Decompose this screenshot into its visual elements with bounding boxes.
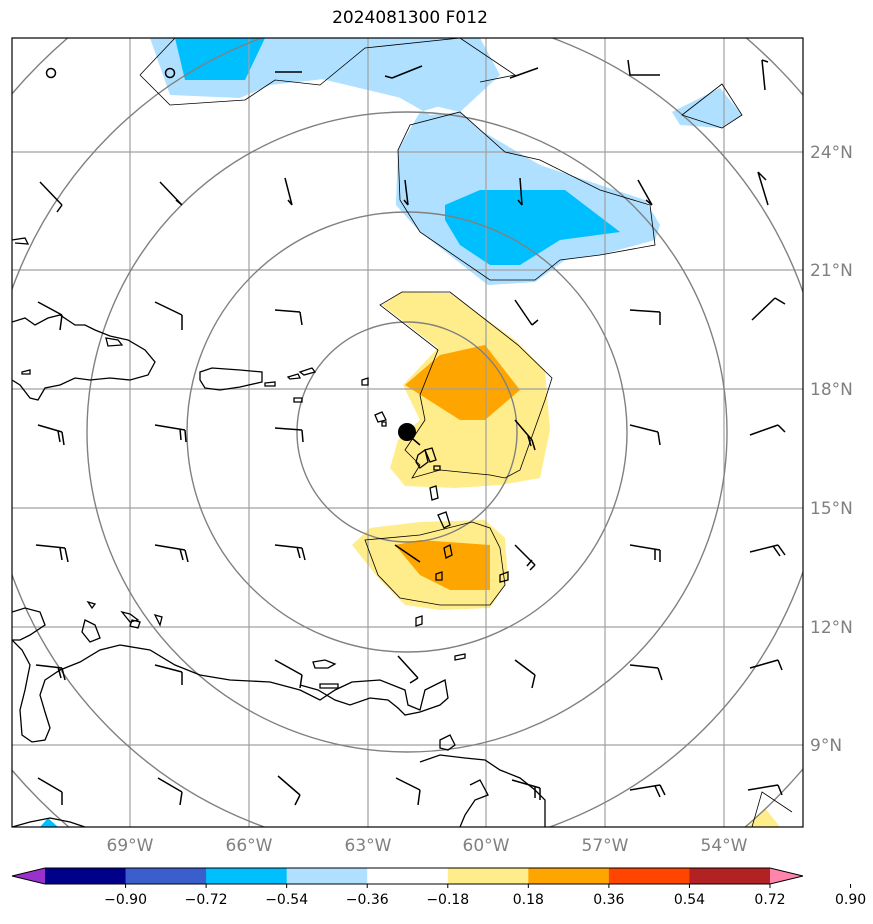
map-title: 2024081300 F012: [332, 8, 488, 28]
calm-wind-marker: [164, 67, 176, 79]
colorbar-outline: [11, 867, 804, 885]
colorbar-tick-label: 0.18: [513, 892, 544, 908]
lon-tick-label: 63°W: [345, 836, 392, 856]
colorbar-tick-label: −0.18: [426, 892, 469, 908]
lat-tick-label: 21°N: [810, 261, 853, 281]
lat-tick-labels: 24°N 21°N 18°N 15°N 12°N 9°N: [810, 143, 853, 756]
coastlines: [12, 237, 546, 827]
lon-tick-label: 54°W: [701, 836, 748, 856]
colorbar-extend-high: [770, 868, 803, 884]
lat-tick-label: 24°N: [810, 143, 853, 163]
calm-wind-marker: [45, 67, 57, 79]
lon-tick-label: 66°W: [226, 836, 273, 856]
colorbar-segment: [608, 868, 690, 884]
lon-tick-label: 57°W: [582, 836, 629, 856]
colorbar-tick-label: 0.54: [674, 892, 705, 908]
wind-barbs: [35, 59, 786, 806]
colorbar-segment: [689, 868, 771, 884]
lat-tick-label: 9°N: [810, 736, 842, 756]
positive-anomaly-center: [382, 292, 550, 488]
colorbar-tick-label: −0.90: [104, 892, 147, 908]
positive-anomaly-south: [40, 520, 780, 827]
colorbar-segment: [367, 868, 449, 884]
colorbar-tick-label: −0.54: [265, 892, 308, 908]
lon-tick-labels: 69°W 66°W 63°W 60°W 57°W 54°W: [107, 836, 748, 856]
colorbar-segment: [125, 868, 207, 884]
colorbar-extend-low: [12, 868, 45, 884]
lat-tick-label: 18°N: [810, 380, 853, 400]
colorbar-segment: [206, 868, 288, 884]
colorbar-tick-label: 0.36: [593, 892, 624, 908]
colorbar-segment: [286, 868, 368, 884]
lat-tick-label: 12°N: [810, 618, 853, 638]
lon-tick-label: 69°W: [107, 836, 154, 856]
lon-tick-label: 60°W: [463, 836, 510, 856]
colorbar-segment: [45, 868, 127, 884]
colorbar-segment: [528, 868, 610, 884]
colorbar-tick-label: 0.72: [754, 892, 785, 908]
lat-lon-grid: [12, 38, 803, 827]
field-contours: [139, 38, 793, 827]
colorbar: −0.90 −0.72 −0.54 −0.36 −0.18 0.18 0.36 0.54 0.7…: [11, 867, 866, 908]
lat-tick-label: 15°N: [810, 499, 853, 519]
map-frame: [11, 37, 804, 828]
negative-anomaly-north: [150, 38, 742, 285]
colorbar-tick-label: −0.72: [185, 892, 228, 908]
colorbar-tick-label: −0.36: [346, 892, 389, 908]
colorbar-tick-label: 0.90: [835, 892, 866, 908]
storm-center-marker: [398, 423, 416, 441]
colorbar-segment: [447, 868, 529, 884]
